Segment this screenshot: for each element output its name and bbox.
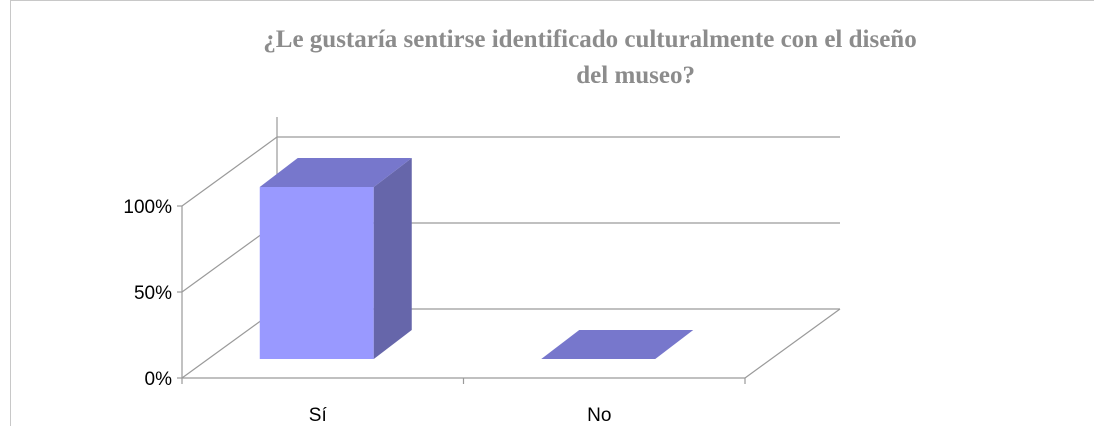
chart-title: ¿Le gustaría sentirse identificado cultu… <box>100 22 1080 94</box>
chart-frame <box>10 0 1094 426</box>
bar-side-0 <box>373 158 412 359</box>
bar-top-1 <box>541 330 694 359</box>
y-tick-label-1: 50% <box>134 283 172 304</box>
y-tick-label-2: 100% <box>123 197 172 218</box>
gridline-side-2 <box>181 136 278 207</box>
x-category-label-0: Sí <box>309 405 328 426</box>
bar-front-0 <box>259 187 374 359</box>
chart-title-line-1: ¿Le gustaría sentirse identificado cultu… <box>263 26 917 53</box>
x-category-label-1: No <box>587 405 611 426</box>
bar-top-0 <box>259 158 412 187</box>
y-tick-label-0: 0% <box>145 369 173 390</box>
chart-title-line-2: del museo? <box>576 62 695 89</box>
floor-right-edge <box>744 308 841 379</box>
